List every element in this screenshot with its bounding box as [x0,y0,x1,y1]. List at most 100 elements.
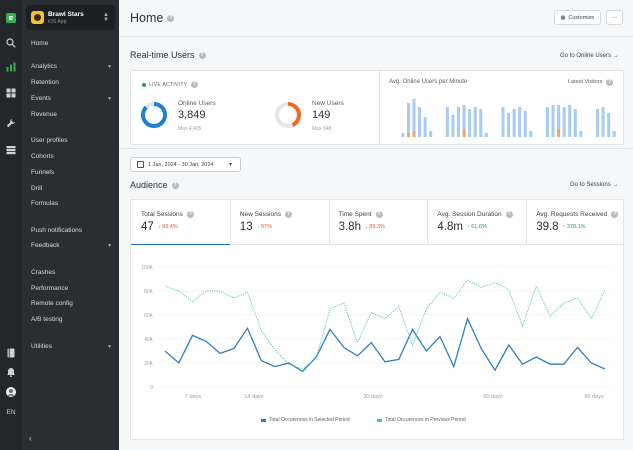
divider [229,200,231,245]
bar-new [462,129,466,137]
analytics-icon[interactable] [4,60,18,74]
legend-item-previous[interactable]: Total Occurences in Previous Period [377,417,466,423]
realtime-card: LIVE ACTIVITY ? Online Users 3,849 Max 4… [130,70,624,145]
search-icon[interactable] [4,36,18,50]
x-tick-label: 14 days [244,394,264,400]
divider [379,71,380,144]
x-tick-label: 90 days [584,394,604,400]
help-icon[interactable]: ? [171,181,179,189]
legend-label: Total Occurences in Previous Period [385,417,466,423]
logo-icon[interactable] [4,11,18,25]
series-line-previous[interactable] [164,279,606,370]
book-icon[interactable] [4,346,18,360]
bar-returning [573,109,577,137]
bar-returning [451,115,455,137]
help-icon: ? [375,211,383,218]
bar-returning [518,107,522,137]
sidebar-item-funnels[interactable]: Funnels [31,169,55,176]
tab-avg-requests-received[interactable]: Avg. Requests Received? 39.8 ↑ 378.1% [526,200,625,245]
sidebar-item-push-notifications[interactable]: Push notifications [31,227,82,234]
bar-returning [456,107,461,137]
app-selector[interactable]: Brawl Stars iOS App ▲ ▼ [26,5,115,30]
customize-icon: ▦ [560,14,566,21]
sidebar-item-events[interactable]: Events ▼ [31,95,112,102]
tab-delta: ↑ 61.6% [466,224,487,230]
bell-icon[interactable] [4,365,18,379]
latest-visitors-link[interactable]: Latest Visitors ? [568,79,613,86]
live-dot-icon [142,82,146,87]
tab-delta: ↓ 93.4% [157,224,178,230]
sidebar-item-user-profiles[interactable]: User profiles [31,137,68,144]
wrench-icon[interactable] [4,116,18,130]
arrow-down-icon: ↓ [256,224,260,230]
tab-label: New Sessions [239,211,281,218]
sidebar-item-retention[interactable]: Retention [31,79,59,86]
customize-button[interactable]: ▦ Customize [554,10,601,25]
sidebar-item-home[interactable]: Home [31,40,49,47]
tab-label: Avg. Requests Received [536,211,608,218]
legend-item-selected[interactable]: Total Occurences in Selected Period [261,417,350,423]
audience-metric-tabs: Total Sessions? 47 ↓ 93.4% New Sessions? 13 ↓… [130,199,625,246]
bar-returning [557,105,561,129]
divider [427,200,429,245]
avg-online-bar-chart [401,99,616,137]
bar-returning [529,131,533,137]
online-users-link[interactable]: Go to Online Users → [560,53,619,59]
online-users-ring [141,102,167,128]
sidebar-item-revenue[interactable]: Revenue [31,111,58,118]
bar-returning [479,109,483,137]
collapse-sidebar-button[interactable]: ‹ [22,430,141,450]
sidebar-item-performance[interactable]: Performance [31,285,69,292]
live-activity-label: LIVE ACTIVITY ? [142,81,199,88]
bar-returning [523,111,527,137]
tab-label: Time Spent [338,211,372,218]
database-icon[interactable] [4,143,18,157]
chevron-left-icon: ‹ [29,434,32,443]
date-range-picker[interactable]: 1 Jan, 2024 - 30 Jan, 2024 ▼ [130,157,241,172]
help-icon[interactable]: ? [198,51,206,59]
sidebar-item-crashes[interactable]: Crashes [31,269,56,276]
divider [328,200,330,245]
bar-returning [545,107,550,137]
y-tick-label: 20K [144,361,154,367]
tab-value: 47 [141,221,154,233]
sessions-link[interactable]: Go to Sessions → [570,182,619,188]
series-line-selected[interactable] [164,316,606,373]
sidebar-item-feedback[interactable]: Feedback ▼ [31,242,112,249]
dashboards-icon[interactable] [4,86,18,100]
tab-avg-session-duration[interactable]: Avg. Session Duration? 4.8m ↑ 61.6% [427,200,526,245]
sidebar-item-cohorts[interactable]: Cohorts [31,153,54,160]
tab-total-sessions[interactable]: Total Sessions? 47 ↓ 93.4% [131,200,230,246]
online-users-value: 3,849 [178,109,206,121]
sidebar-item-formulas[interactable]: Formulas [31,200,59,207]
tab-time-spent[interactable]: Time Spent? 3.8h ↓ 89.3% [329,200,428,245]
more-button[interactable]: ··· [606,10,623,25]
audience-line-chart: 0 20K 40K 60K 80K 100K 7 days 14 days 30 days 60 … [141,265,611,400]
help-icon[interactable]: ? [167,14,175,22]
bar-returning [507,113,511,137]
bar-returning [501,107,505,137]
language-selector[interactable]: EN [6,409,16,416]
help-icon: ? [284,211,292,218]
y-tick-label: 60K [144,313,154,319]
sidebar-item-remote-config[interactable]: Remote config [31,300,73,307]
bar-returning [568,105,572,137]
realtime-section-title: Real-time Users ? [130,50,206,60]
avatar[interactable] [4,385,18,399]
chevron-down-icon: ▼ [107,243,112,249]
sidebar-item-analytics[interactable]: Analytics ▼ [31,63,112,70]
bar-new [557,129,561,137]
app-logo-icon [31,11,44,24]
sidebar-item-drill[interactable]: Drill [31,185,43,192]
sidebar-item-utilities[interactable]: Utilities ▼ [31,343,112,350]
chevron-updown-icon: ▲ ▼ [103,12,109,23]
avg-online-title: Avg. Online Users per Minute [389,79,468,85]
help-icon[interactable]: ? [191,81,199,88]
tab-delta: ↓ 89.3% [364,224,385,230]
divider [119,148,633,149]
tab-label: Total Sessions [141,211,183,218]
tab-new-sessions[interactable]: New Sessions? 13 ↓ 97% [230,200,329,245]
tab-value: 39.8 [536,221,559,233]
sidebar-item-a-b-testing[interactable]: A/B testing [31,316,63,323]
bar-new [412,131,416,137]
